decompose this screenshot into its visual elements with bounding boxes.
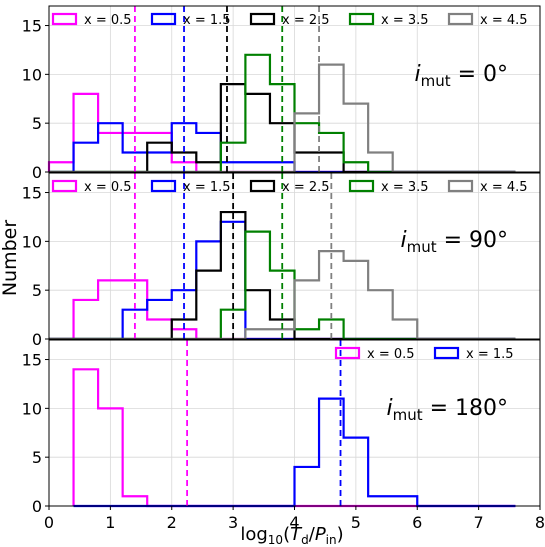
y-tick-label: 15 — [22, 351, 42, 370]
x-tick-label: 4 — [289, 513, 299, 532]
legend-entry: x = 0.5 — [84, 13, 132, 28]
legend-swatch — [348, 12, 375, 26]
x-tick-label: 2 — [167, 513, 177, 532]
legend-entry: x = 0.5 — [84, 180, 132, 195]
y-tick-label: 15 — [22, 17, 42, 36]
legend-entry: x = 3.5 — [381, 13, 429, 28]
x-tick-label: 8 — [535, 513, 545, 532]
legend-swatch — [150, 179, 177, 193]
legend-swatch — [334, 346, 361, 360]
legend-entry: x = 2.5 — [282, 180, 330, 195]
y-axis-label: Number — [0, 220, 21, 297]
panel-2: 0 5 10 15 x = 0.5 x = 1.5 x = 2.5 x = 3.5 x = 4.… — [22, 172, 541, 349]
panel-frame — [48, 172, 541, 340]
legend-swatch — [150, 12, 177, 26]
legend-entry: x = 1.5 — [183, 180, 231, 195]
y-tick-label: 10 — [22, 65, 42, 84]
legend-swatch — [447, 179, 474, 193]
legend-entry: x = 1.5 — [183, 13, 231, 28]
x-tick-label: 0 — [44, 513, 54, 532]
panel-1: 0 5 10 15 x = 0.5 x = 1.5 x = 2.5 x = 3.5 x = 4.… — [22, 5, 541, 182]
y-tick-label: 0 — [32, 330, 42, 349]
x-axis-label: log10(Td/Pin) — [240, 524, 343, 547]
legend-swatch — [51, 12, 78, 26]
y-tick-label: 5 — [32, 281, 42, 300]
legend-entry: x = 4.5 — [480, 180, 528, 195]
legend-swatch — [447, 12, 474, 26]
x-tick-label: 6 — [412, 513, 422, 532]
legend-swatch — [249, 179, 276, 193]
y-tick-label: 15 — [22, 184, 42, 203]
panel-frame — [48, 5, 541, 173]
legend-entry: x = 2.5 — [282, 13, 330, 28]
y-tick-label: 0 — [32, 497, 42, 516]
y-tick-label: 5 — [32, 448, 42, 467]
legend-swatch — [433, 346, 460, 360]
inclination-annotation: imut = 180° — [386, 396, 508, 424]
y-tick-label: 0 — [32, 163, 42, 182]
inclination-annotation: imut = 90° — [400, 228, 508, 256]
legend-entry: x = 3.5 — [381, 180, 429, 195]
y-tick-label: 10 — [22, 232, 42, 251]
legend-entry: x = 1.5 — [466, 347, 514, 362]
legend-swatch — [51, 179, 78, 193]
x-tick-label: 3 — [228, 513, 238, 532]
inclination-annotation: imut = 0° — [414, 62, 508, 90]
x-tick-label: 5 — [351, 513, 361, 532]
panel-3: 0 5 10 15 x = 0.5 x = 1.5 imut = 180° — [22, 339, 541, 516]
legend-entry: x = 0.5 — [367, 347, 415, 362]
x-tick-label: 7 — [474, 513, 484, 532]
y-tick-label: 10 — [22, 399, 42, 418]
y-tick-label: 5 — [32, 114, 42, 133]
legend-swatch — [249, 12, 276, 26]
x-tick-label: 1 — [105, 513, 115, 532]
legend-swatch — [348, 179, 375, 193]
legend-entry: x = 4.5 — [480, 13, 528, 28]
